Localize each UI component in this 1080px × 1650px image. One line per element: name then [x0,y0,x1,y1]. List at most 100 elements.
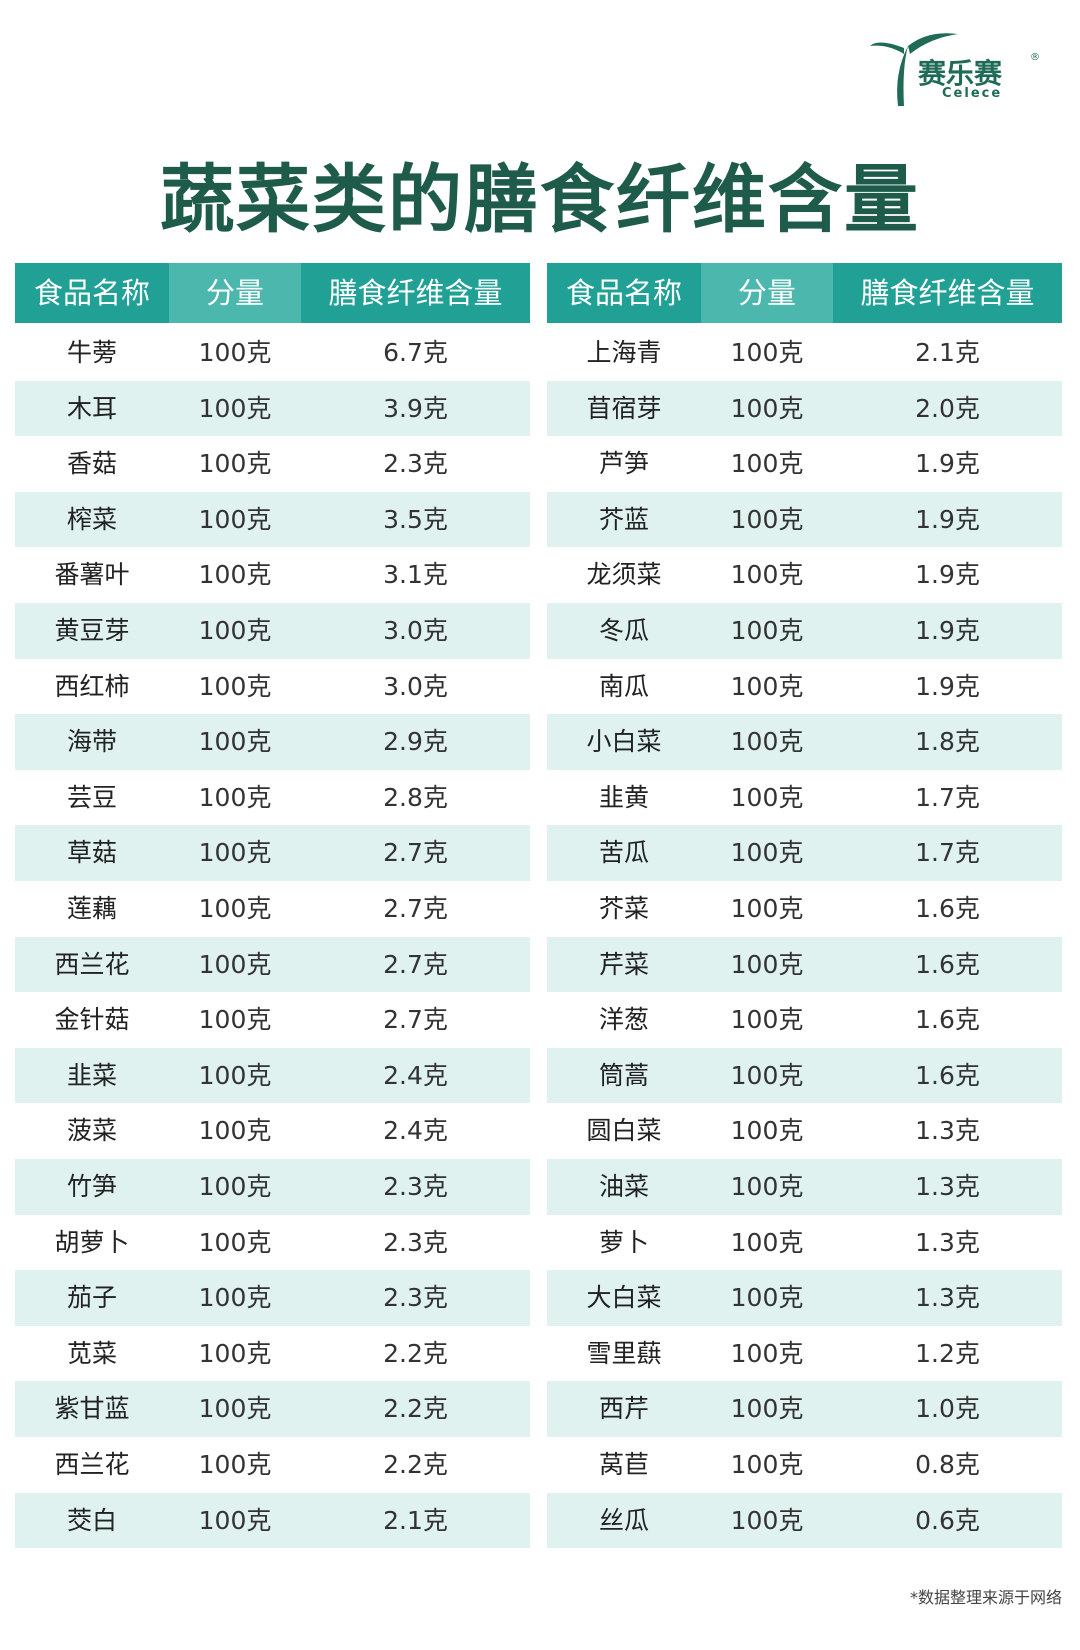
table-cell: 2.7克 [383,894,448,923]
table-row: 苦瓜 100克 1.7克 [547,825,1062,881]
table-cell: 100克 [730,560,804,590]
table-cell: 洋葱 [598,1005,649,1035]
table-cell: 1.3克 [915,1227,980,1257]
table-cell: 菠菜 [66,1116,117,1146]
table-row: 菠菜 100克 2.4克 [15,1103,530,1159]
header-cell: 膳食纤维含量 [833,263,1062,323]
table-cell: 南瓜 [598,671,649,701]
table-row: 芥蓝 100克 1.9克 [547,491,1062,548]
table-cell: 100克 [198,449,272,479]
table-cell: 2.9克 [383,727,448,757]
table-cell: 100克 [730,838,804,868]
table-row: 韭黄 100克 1.7克 [547,770,1062,826]
table-cell: 100克 [730,949,804,979]
table-cell: 2.7克 [383,1005,448,1035]
table-row: 金针菇 100克 2.7克 [15,992,530,1048]
header-cell: 食品名称 [547,263,701,323]
table-cell: 圆白菜 [586,1116,662,1146]
table-row: 芸豆 100克 2.8克 [15,770,530,826]
table-cell: 西兰花 [54,949,130,979]
table-cell: 番薯叶 [54,560,130,590]
table-row: 牛蒡 100克 6.7克 [15,325,530,381]
table-row: 筒蒿 100克 1.6克 [547,1047,1062,1104]
table-row: 西红柿 100克 3.0克 [15,659,530,715]
title: 蔬菜类的膳食纤维含量 [160,157,920,243]
table-cell: 芥菜 [598,894,649,923]
table-row: 芥菜 100克 1.6克 [547,881,1062,937]
table-row: 茭白 100克 2.1克 [15,1492,530,1549]
table-cell: 2.3克 [383,449,448,479]
header-row: 食品名称 分量 膳食纤维含量 [547,263,1062,323]
table-row: 雪里蕻 100克 1.2克 [547,1326,1062,1382]
table-row: 芦笋 100克 1.9克 [547,436,1062,492]
header-cell: 分量 [701,263,833,323]
table-cell: 3.0克 [383,616,448,645]
table-row: 木耳 100克 3.9克 [15,380,530,437]
table-cell: 1.3克 [915,1283,980,1313]
table-cell: 1.6克 [915,1060,980,1090]
table-row: 南瓜 100克 1.9克 [547,659,1062,715]
table-row: 榨菜 100克 3.5克 [15,491,530,548]
table-cell: 100克 [198,1505,272,1535]
table-cell: 1.9克 [915,449,980,479]
table-cell: 100克 [198,838,272,868]
table-cell: 100克 [730,782,804,812]
table-cell: 1.9克 [915,560,980,590]
table-cell: 韭黄 [598,782,649,812]
table-cell: 榨菜 [66,504,117,534]
table-cell: 6.7克 [383,338,448,367]
table-cell: 雪里蕻 [586,1338,662,1368]
table-cell: 芹菜 [598,949,649,979]
table-cell: 0.6克 [915,1505,980,1535]
table-cell: 上海青 [586,338,662,367]
table-cell: 100克 [730,338,804,367]
table-cell: 黄豆芽 [54,616,130,645]
table-cell: 1.0克 [915,1394,980,1424]
table-cell: 2.1克 [383,1505,448,1535]
logo-icon [870,33,958,106]
table-cell: 100克 [198,1450,272,1479]
table-cell: 100克 [198,1005,272,1035]
table-cell: 筒蒿 [598,1060,649,1090]
table-cell: 2.2克 [383,1394,448,1424]
table-cell: 韭菜 [66,1060,117,1090]
table-cell: 100克 [730,1172,804,1201]
table-cell: 100克 [198,616,272,645]
table-cell: 100克 [730,393,804,423]
table-row: 冬瓜 100克 1.9克 [547,603,1062,659]
table-row: 上海青 100克 2.1克 [547,325,1062,381]
table-cell: 苋菜 [66,1338,117,1368]
header-cell: 分量 [169,263,301,323]
table-cell: 油菜 [598,1172,649,1201]
table-row: 西兰花 100克 2.7克 [15,936,530,993]
table-cell: 茄子 [66,1283,117,1313]
table-row: 莴苣 100克 0.8克 [547,1437,1062,1493]
table-cell: 小白菜 [586,727,662,757]
table-row: 香菇 100克 2.3克 [15,436,530,492]
table-cell: 2.2克 [383,1338,448,1368]
table-cell: 莴苣 [598,1450,649,1479]
table-cell: 3.5克 [383,504,448,534]
table-cell: 100克 [198,949,272,979]
table-cell: 2.7克 [383,949,448,979]
logo-text: 赛乐赛 [918,57,1003,90]
table-cell: 紫甘蓝 [54,1394,130,1424]
table-cell: 100克 [198,1394,272,1424]
table-cell: 100克 [730,1005,804,1035]
table-cell: 100克 [730,616,804,645]
table-row: 丝瓜 100克 0.6克 [547,1492,1062,1549]
table-cell: 萝卜 [598,1227,649,1257]
table-cell: 木耳 [66,393,117,423]
header-cell: 食品名称 [15,263,169,323]
table-row: 萝卜 100克 1.3克 [547,1215,1062,1271]
table-row: 海带 100克 2.9克 [15,714,530,770]
table-row: 洋葱 100克 1.6克 [547,992,1062,1048]
table-cell: 100克 [730,1505,804,1535]
table-cell: 100克 [198,671,272,701]
table-row: 紫甘蓝 100克 2.2克 [15,1381,530,1437]
table-cell: 1.9克 [915,671,980,701]
table-row: 胡萝卜 100克 2.3克 [15,1215,530,1271]
table-cell: 1.9克 [915,616,980,645]
table-cell: 100克 [730,504,804,534]
table-cell: 龙须菜 [586,560,662,590]
